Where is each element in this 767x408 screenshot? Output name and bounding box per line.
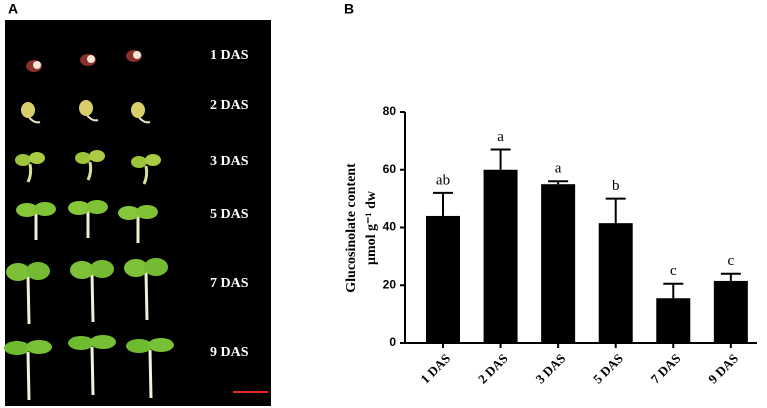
x-tick-label: 9 DAS bbox=[705, 351, 741, 387]
bar bbox=[541, 184, 576, 343]
bar-chart: 0 20 40 60 80 ab 1 DAS a 2 DAS a 3 DAS b 5 DAS c 7 DAS… bbox=[383, 104, 757, 387]
x-tick-label: 1 DAS bbox=[417, 351, 453, 387]
stage-label: 3 DAS bbox=[210, 154, 249, 169]
y-tick-label: 0 bbox=[389, 335, 396, 349]
stage-label: 7 DAS bbox=[210, 276, 249, 291]
bar bbox=[656, 298, 691, 343]
x-tick-label: 5 DAS bbox=[590, 351, 626, 387]
significance-letter: ab bbox=[436, 172, 450, 188]
x-tick-label: 2 DAS bbox=[475, 351, 511, 387]
stage-label: 5 DAS bbox=[210, 207, 249, 222]
y-axis-title: μmol g⁻¹ dw bbox=[364, 190, 379, 265]
significance-letter: a bbox=[497, 129, 504, 145]
y-axis-title: Glucosinolate content bbox=[344, 163, 359, 293]
x-tick-label: 3 DAS bbox=[532, 351, 568, 387]
bar bbox=[713, 280, 748, 343]
significance-letter: b bbox=[612, 178, 620, 194]
x-tick-label: 7 DAS bbox=[648, 351, 684, 387]
stage-label: 1 DAS bbox=[210, 48, 249, 63]
bar bbox=[426, 215, 460, 343]
stage-label: 9 DAS bbox=[210, 345, 249, 360]
significance-letter: a bbox=[555, 161, 562, 177]
y-tick-label: 20 bbox=[383, 277, 397, 291]
stage-label: 2 DAS bbox=[210, 98, 249, 113]
y-tick-label: 40 bbox=[383, 220, 397, 234]
panel-label: A bbox=[8, 1, 18, 17]
significance-letter: c bbox=[670, 263, 677, 279]
y-tick-label: 60 bbox=[383, 162, 397, 176]
bar bbox=[483, 169, 518, 343]
panel-label: B bbox=[344, 1, 354, 17]
y-tick-label: 80 bbox=[383, 104, 397, 118]
significance-letter: c bbox=[728, 253, 735, 269]
bar bbox=[598, 223, 633, 343]
